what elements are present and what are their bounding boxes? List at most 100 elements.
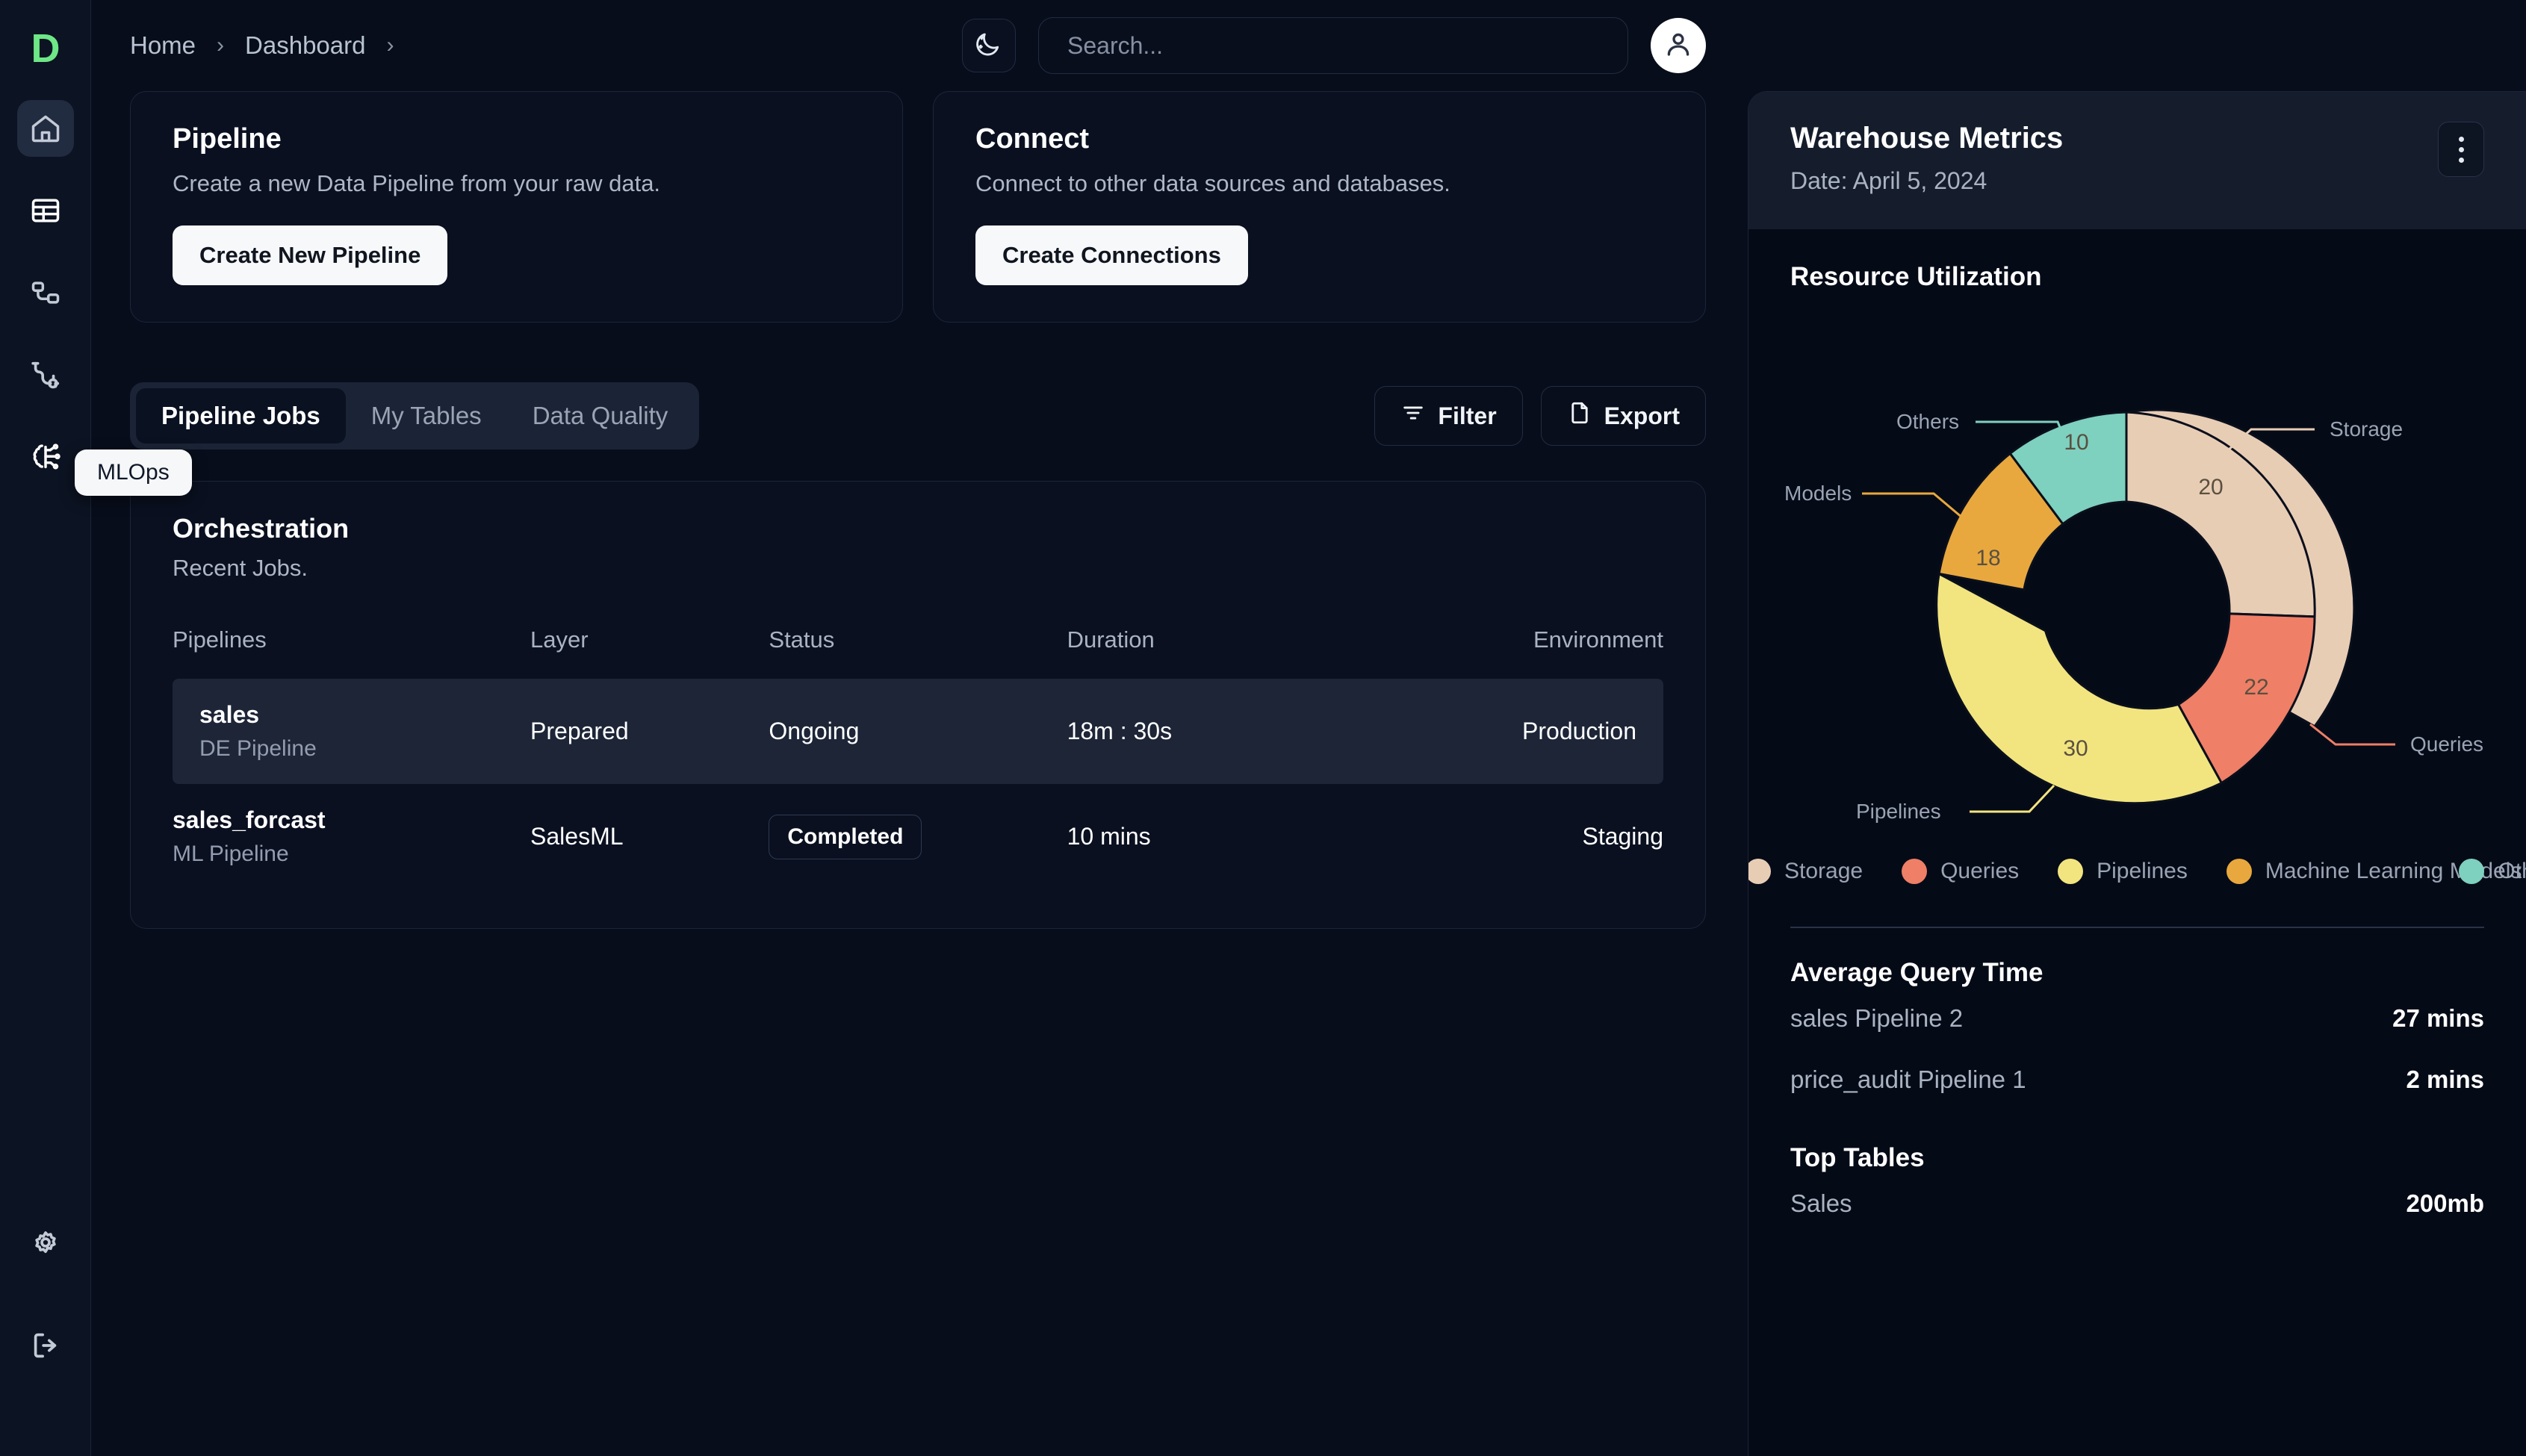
sidebar: D xyxy=(0,0,91,1456)
theme-toggle-button[interactable] xyxy=(962,19,1016,72)
orchestration-panel: Orchestration Recent Jobs. Pipelines Lay… xyxy=(130,481,1706,929)
legend-item-others[interactable]: Others xyxy=(2459,859,2526,884)
metric-value: 27 mins xyxy=(2392,1004,2484,1032)
brain-mlops-icon xyxy=(28,440,63,474)
chevron-right-icon-2: › xyxy=(386,33,394,57)
metric-name: price_audit Pipeline 1 xyxy=(1790,1065,2026,1093)
sidebar-item-tables[interactable] xyxy=(17,182,74,239)
top-bar-actions xyxy=(962,17,1706,74)
value-models: 18 xyxy=(1976,546,2000,570)
warehouse-date: Date: April 5, 2024 xyxy=(1790,167,1987,194)
leader-models xyxy=(1862,492,1963,519)
cell-layer: SalesML xyxy=(530,823,624,850)
orchestration-subtitle: Recent Jobs. xyxy=(173,555,308,581)
chart-label-queries: Queries xyxy=(2410,732,2484,756)
warehouse-header: Warehouse Metrics Date: April 5, 2024 xyxy=(1748,92,2526,229)
orchestration-title: Orchestration xyxy=(173,513,350,544)
cell-duration: 10 mins xyxy=(1067,823,1151,850)
sidebar-item-home[interactable] xyxy=(16,100,74,157)
main-content: Home › Dashboard › xyxy=(91,0,1748,1456)
legend-item-queries[interactable]: Queries xyxy=(1902,859,2019,884)
metric-value: 2 mins xyxy=(2406,1065,2484,1093)
donut-chart-svg: 20 22 30 18 10 xyxy=(1862,408,2395,813)
pipeline-jobs-table: Pipelines Layer Status Duration Environm… xyxy=(173,626,1663,889)
legend-dot-pipelines xyxy=(2058,859,2084,884)
segment-storage xyxy=(2125,411,2316,618)
search-input[interactable] xyxy=(1067,31,1599,60)
legend-label-queries: Queries xyxy=(1940,859,2020,883)
pipeline-card-title: Pipeline xyxy=(173,123,282,155)
table-icon xyxy=(29,194,62,227)
sidebar-bottom-group xyxy=(17,1214,74,1456)
home-icon xyxy=(29,112,62,145)
segment-others xyxy=(2008,411,2128,526)
cell-status: Completed xyxy=(769,784,1067,889)
chevron-right-icon: › xyxy=(217,33,225,57)
sidebar-tooltip-mlops: MLOps xyxy=(75,449,192,496)
cell-duration: 18m : 30s xyxy=(1067,718,1173,744)
chart-label-others: Others xyxy=(1896,410,1960,433)
tab-bar: Pipeline Jobs My Tables Data Quality xyxy=(130,382,700,449)
sidebar-item-mlops[interactable] xyxy=(17,429,74,485)
right-panel-spacer xyxy=(1748,0,2526,91)
gear-icon xyxy=(28,1225,63,1260)
create-new-pipeline-button[interactable]: Create New Pipeline xyxy=(173,225,448,285)
tab-data-quality[interactable]: Data Quality xyxy=(532,402,668,429)
cell-pipeline-name: sales_forcast ML Pipeline xyxy=(173,784,530,889)
app-logo[interactable]: D xyxy=(31,26,60,71)
create-connections-button[interactable]: Create Connections xyxy=(975,225,1248,285)
quick-action-cards: Pipeline Create a new Data Pipeline from… xyxy=(130,91,1706,323)
sidebar-item-logout[interactable] xyxy=(17,1317,74,1374)
metric-value: 200mb xyxy=(2406,1189,2484,1217)
cell-environment: Production xyxy=(1522,718,1636,744)
average-query-time-heading: Average Query Time xyxy=(1790,958,2044,987)
list-item: Sales 200mb xyxy=(1790,1173,2484,1234)
content-area: Pipeline Create a new Data Pipeline from… xyxy=(91,91,1748,1456)
column-header-pipelines: Pipelines xyxy=(173,626,267,653)
legend-dot-queries xyxy=(1902,859,1928,884)
breadcrumb-item-dashboard[interactable]: Dashboard xyxy=(245,31,366,59)
top-tables-heading: Top Tables xyxy=(1790,1143,1925,1172)
breadcrumb-item-home[interactable]: Home xyxy=(130,31,196,59)
cell-pipeline-name: sales DE Pipeline xyxy=(173,679,530,784)
document-icon xyxy=(1567,400,1592,432)
pipeline-type: ML Pipeline xyxy=(173,841,289,866)
value-others: 10 xyxy=(2064,430,2088,455)
column-header-duration: Duration xyxy=(1067,626,1155,653)
tab-my-tables[interactable]: My Tables xyxy=(370,402,482,429)
table-row[interactable]: sales_forcast ML Pipeline SalesML Comple… xyxy=(173,784,1663,889)
value-storage: 20 xyxy=(2198,475,2223,500)
tabs-toolbar-row: Pipeline Jobs My Tables Data Quality Fil… xyxy=(130,382,1706,449)
filter-button[interactable]: Filter xyxy=(1374,386,1523,446)
sidebar-item-settings[interactable] xyxy=(17,1214,74,1271)
table-toolbar: Filter Export xyxy=(1374,386,1706,446)
connect-card-title: Connect xyxy=(975,123,1089,155)
filter-icon xyxy=(1400,400,1426,432)
breadcrumb: Home › Dashboard › xyxy=(130,31,394,60)
warehouse-menu-button[interactable] xyxy=(2438,122,2484,177)
tab-pipeline-jobs[interactable]: Pipeline Jobs xyxy=(136,388,346,444)
avatar[interactable] xyxy=(1651,18,1706,73)
sidebar-item-pipelines[interactable] xyxy=(17,264,74,321)
legend-item-pipelines[interactable]: Pipelines xyxy=(2058,859,2188,884)
leader-lines xyxy=(1862,420,2395,813)
top-bar: Home › Dashboard › xyxy=(91,0,1748,91)
leader-queries xyxy=(2309,723,2395,746)
table-row[interactable]: sales DE Pipeline Prepared Ongoing 18m :… xyxy=(173,679,1663,784)
resource-utilization-chart: 20 22 30 18 10 Storage Queries xyxy=(1784,296,2484,849)
export-button[interactable]: Export xyxy=(1540,386,1706,446)
value-pipelines: 30 xyxy=(2063,736,2088,761)
section-divider xyxy=(1790,927,2484,928)
legend-dot-others xyxy=(2459,859,2485,884)
legend-label-pipelines: Pipelines xyxy=(2097,859,2188,883)
search-box[interactable] xyxy=(1038,17,1628,74)
export-button-label: Export xyxy=(1604,402,1680,429)
page-title: Warehouse Metrics xyxy=(1790,122,2064,155)
warehouse-metrics-card: Warehouse Metrics Date: April 5, 2024 Re… xyxy=(1748,91,2526,1456)
sidebar-item-connections[interactable] xyxy=(17,346,74,403)
cell-status: Ongoing xyxy=(769,718,860,744)
legend-item-storage[interactable]: Storage xyxy=(1748,859,1863,884)
pipeline-name: sales xyxy=(199,701,260,728)
value-queries: 22 xyxy=(2244,675,2268,700)
cell-environment: Staging xyxy=(1582,823,1663,850)
